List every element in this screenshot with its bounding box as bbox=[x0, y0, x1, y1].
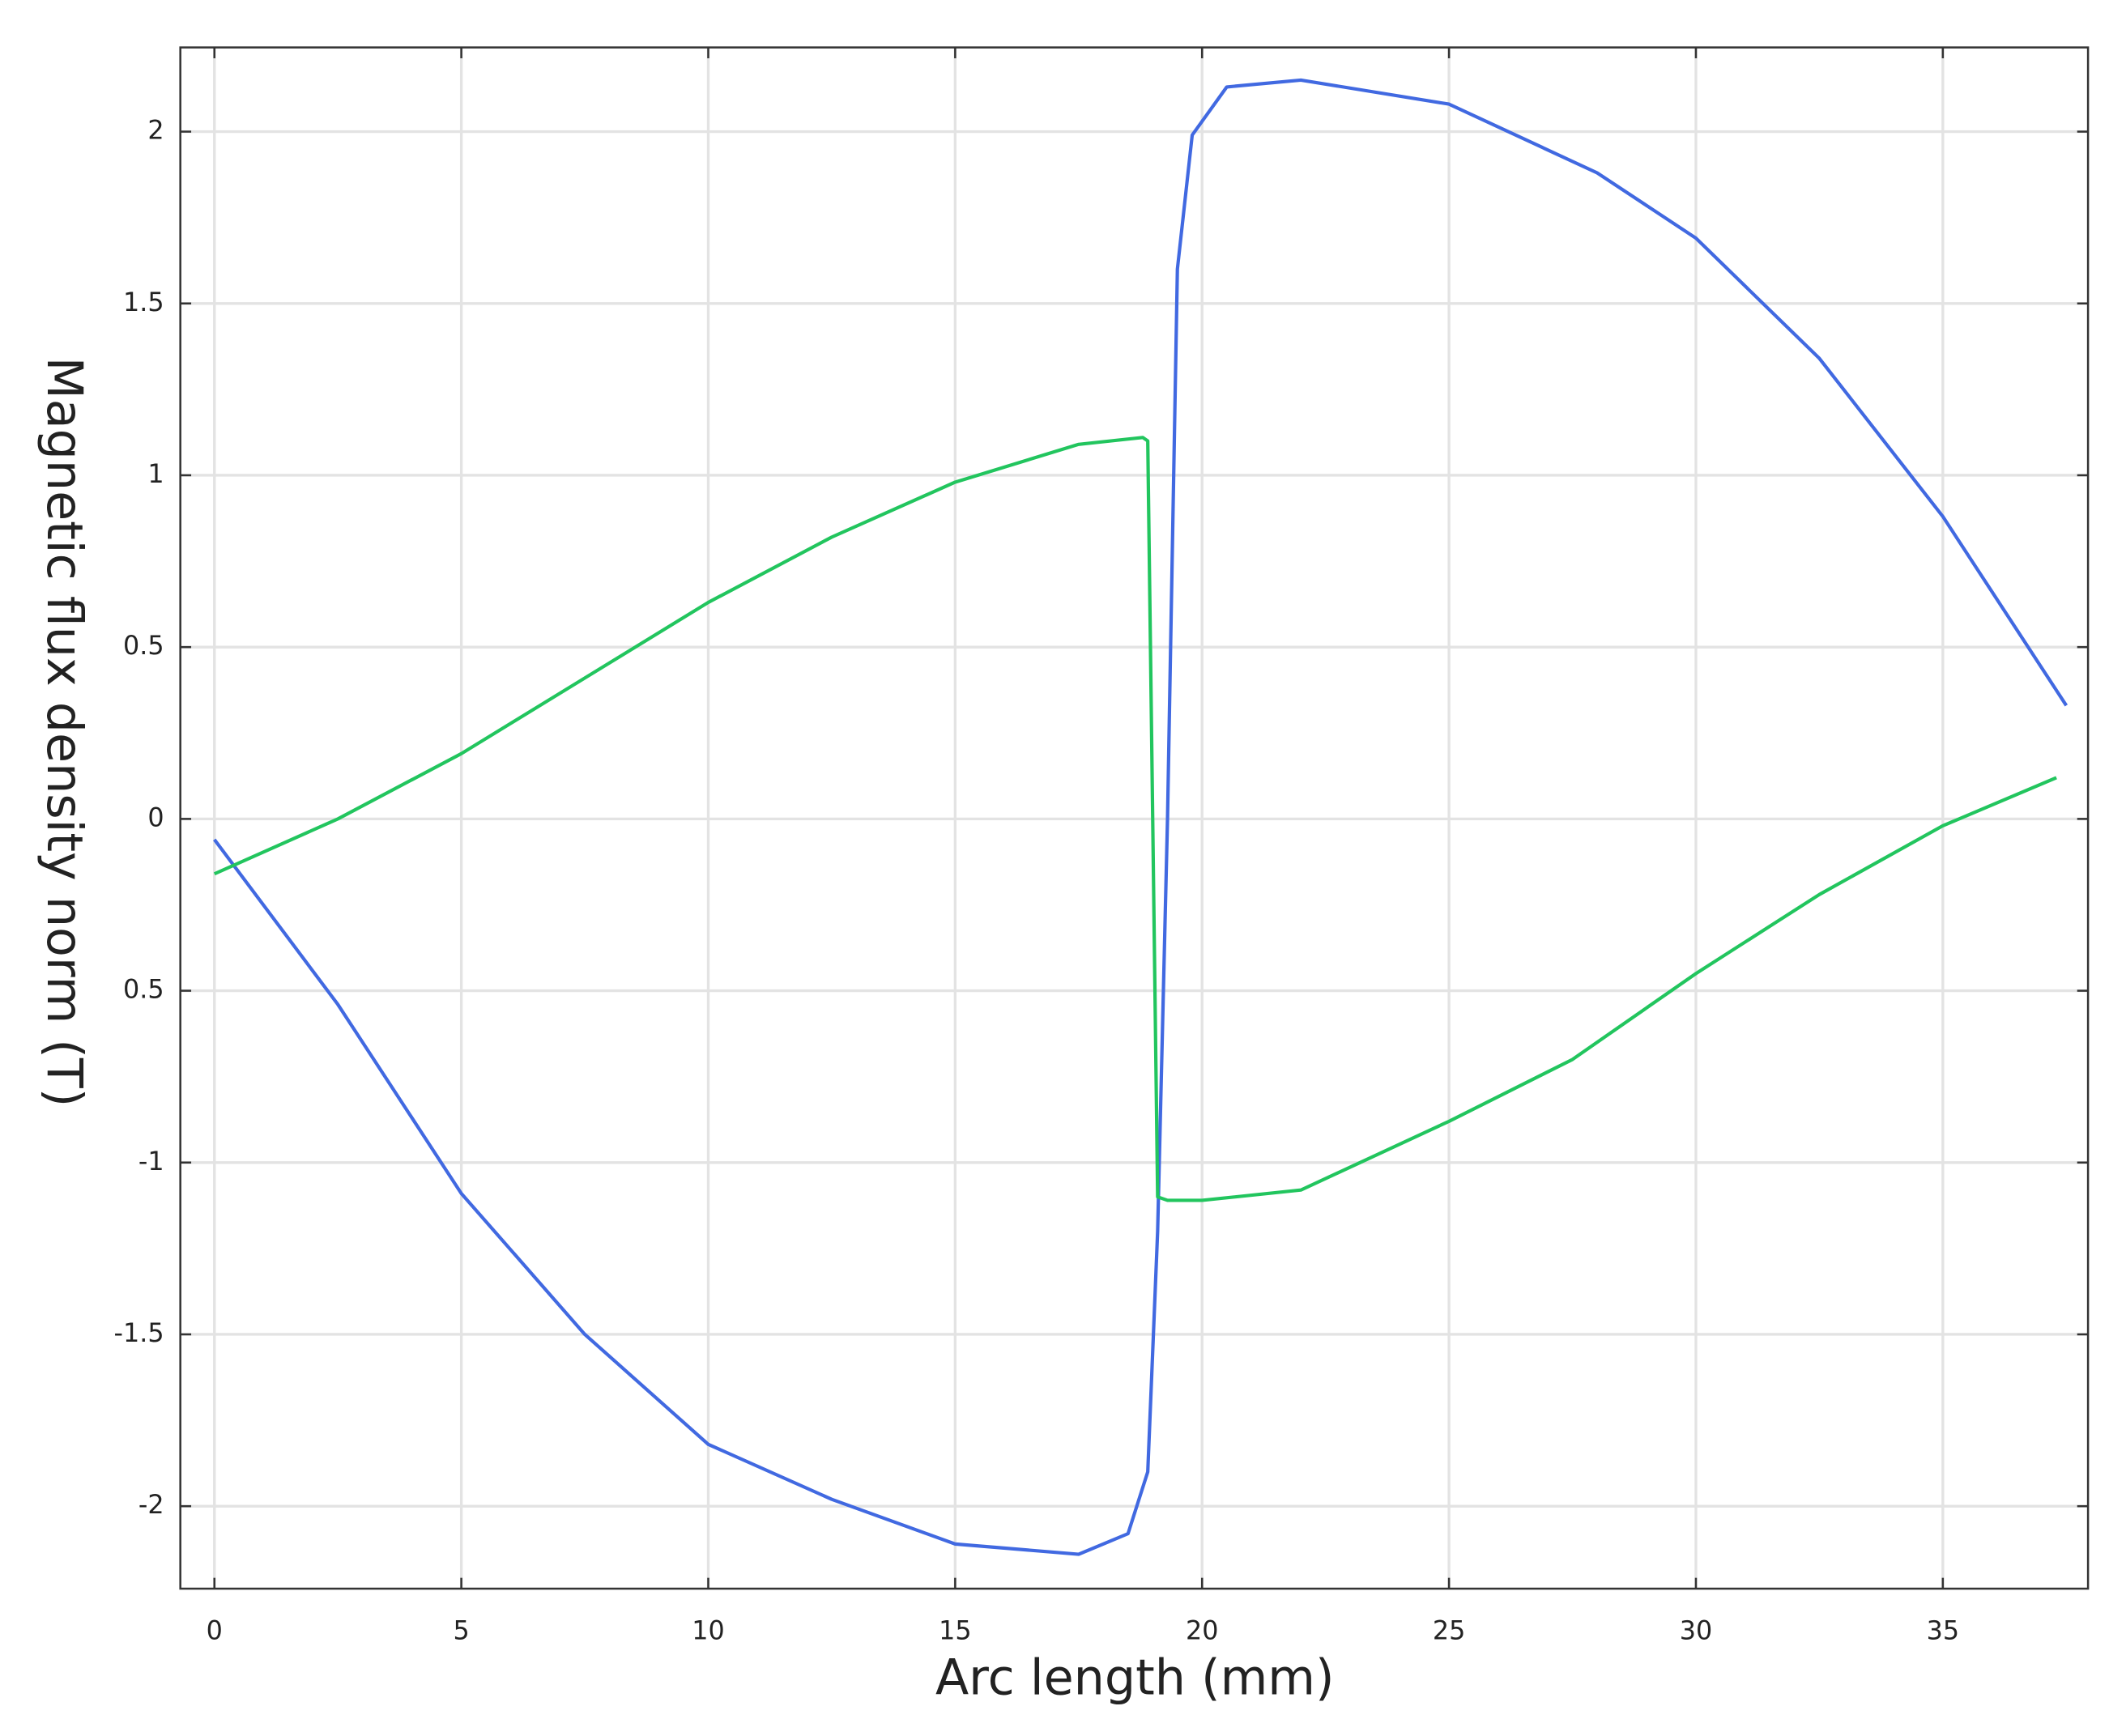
y-tick-label: -2 bbox=[138, 1490, 164, 1520]
x-tick-label: 35 bbox=[1927, 1616, 1959, 1646]
x-tick-label: 20 bbox=[1186, 1616, 1218, 1646]
y-tick-label: 0 bbox=[147, 802, 164, 832]
x-tick-label: 0 bbox=[207, 1616, 223, 1646]
y-tick-label: -1 bbox=[138, 1147, 164, 1176]
y-tick-label: 1 bbox=[147, 459, 164, 489]
y-tick-label: -1.5 bbox=[114, 1318, 164, 1348]
y-tick-label: 2 bbox=[147, 116, 164, 146]
x-axis-label: Arc length (mm) bbox=[935, 1649, 1335, 1706]
y-tick-label: 0.5 bbox=[123, 975, 164, 1005]
x-tick-label: 25 bbox=[1433, 1616, 1465, 1646]
y-tick-label: 0.5 bbox=[123, 631, 164, 661]
data-line bbox=[213, 78, 2068, 1556]
x-tick-label: 30 bbox=[1680, 1616, 1712, 1646]
plot-frame bbox=[179, 46, 2090, 1590]
data-line bbox=[213, 436, 2057, 1202]
x-tick-label: 10 bbox=[692, 1616, 724, 1646]
y-axis-label: Magnetic flux density norm (T) bbox=[36, 357, 92, 1107]
y-tick-label: 1.5 bbox=[123, 287, 164, 317]
x-tick-label: 15 bbox=[939, 1616, 971, 1646]
x-tick-label: 5 bbox=[453, 1616, 469, 1646]
